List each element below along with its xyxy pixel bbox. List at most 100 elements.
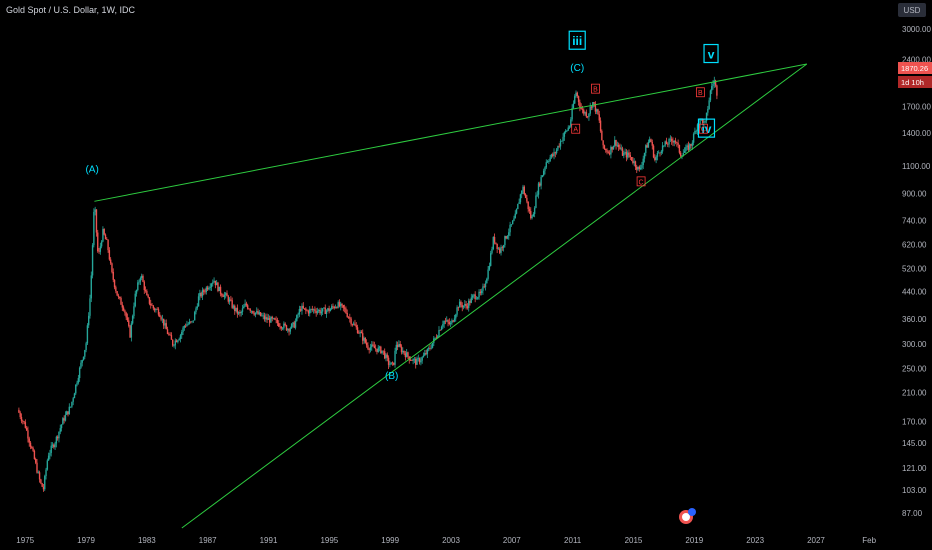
candle-body bbox=[407, 352, 409, 357]
candle-body bbox=[651, 142, 653, 146]
candle-body bbox=[487, 269, 489, 279]
candle-body bbox=[372, 344, 374, 346]
countdown-value: 1d 10h bbox=[901, 78, 924, 87]
candle-body bbox=[625, 152, 628, 158]
candle-body bbox=[164, 323, 166, 326]
candle-body bbox=[213, 280, 215, 283]
candle-body bbox=[168, 333, 170, 335]
candle-body bbox=[522, 186, 524, 191]
subwave-label: A bbox=[573, 127, 578, 134]
candle-body bbox=[356, 327, 359, 334]
candle-body bbox=[466, 306, 469, 308]
subwave-box bbox=[699, 123, 708, 134]
currency-badge[interactable] bbox=[898, 3, 926, 17]
candle-body bbox=[346, 313, 348, 317]
candle-body bbox=[456, 307, 458, 315]
subwave-box bbox=[636, 176, 646, 187]
candle-body bbox=[672, 140, 674, 143]
candle-body bbox=[714, 80, 717, 86]
candle-body bbox=[664, 141, 666, 146]
candle-body bbox=[610, 146, 612, 155]
candle-body bbox=[533, 207, 536, 214]
candle-body bbox=[135, 290, 138, 294]
candle-body bbox=[417, 358, 420, 359]
candle-body bbox=[716, 85, 718, 96]
candle-body bbox=[614, 140, 616, 146]
candle-body bbox=[142, 275, 144, 282]
candle-body bbox=[639, 167, 642, 170]
candle-body bbox=[240, 311, 242, 314]
candle-body bbox=[611, 146, 613, 150]
candle-body bbox=[191, 321, 193, 322]
candle-body bbox=[530, 211, 532, 219]
candle-body bbox=[172, 339, 174, 346]
candle-body bbox=[201, 290, 204, 297]
candle-body bbox=[638, 166, 641, 170]
candle-body bbox=[670, 138, 673, 141]
candle-body bbox=[226, 293, 228, 297]
candle-body bbox=[699, 119, 701, 125]
trendline[interactable] bbox=[181, 63, 808, 529]
candle-body bbox=[483, 286, 485, 288]
candle-body bbox=[133, 306, 135, 317]
candle-body bbox=[527, 201, 529, 210]
candle-body bbox=[122, 307, 125, 311]
candle-body bbox=[33, 450, 36, 460]
currency-label: USD bbox=[904, 6, 921, 15]
price-tags: 1870.26 1d 10h bbox=[898, 62, 932, 88]
candle-body bbox=[499, 248, 501, 253]
candle-body bbox=[328, 308, 330, 312]
candle-body bbox=[36, 462, 38, 473]
candle-body bbox=[708, 100, 710, 110]
candle-body bbox=[63, 418, 65, 421]
wave-box bbox=[703, 43, 719, 64]
candle-body bbox=[155, 309, 157, 311]
candle-body bbox=[97, 232, 99, 252]
candle-body bbox=[124, 310, 126, 313]
y-tick-label: 620.00 bbox=[902, 240, 927, 249]
trendline[interactable] bbox=[94, 63, 807, 202]
candle-body bbox=[347, 316, 350, 318]
candle-body bbox=[425, 353, 427, 355]
candle-body bbox=[345, 308, 347, 314]
candle-body bbox=[34, 459, 37, 463]
news-flag-icon[interactable] bbox=[679, 508, 696, 524]
candle-body bbox=[495, 242, 497, 244]
candle-body bbox=[102, 228, 104, 242]
trendlines[interactable] bbox=[94, 63, 808, 529]
candle-body bbox=[112, 271, 114, 280]
candle-body bbox=[278, 323, 280, 327]
candle-body bbox=[559, 141, 562, 147]
candle-body bbox=[468, 300, 470, 308]
candle-body bbox=[272, 318, 275, 319]
candle-body bbox=[140, 275, 143, 278]
time-axis[interactable]: 1975 1979 1983 1987 1991 1995 1999 2003 2007 2011… bbox=[16, 536, 876, 545]
candle-body bbox=[31, 446, 33, 449]
candle-body bbox=[515, 209, 518, 214]
candle-body bbox=[488, 265, 491, 270]
candle-body bbox=[398, 343, 400, 347]
candle-body bbox=[667, 144, 669, 145]
candle-body bbox=[250, 310, 253, 312]
candle-body bbox=[497, 248, 500, 250]
candle-body bbox=[93, 211, 95, 246]
candle-body bbox=[139, 277, 142, 282]
candle-body bbox=[241, 308, 244, 312]
candle-body bbox=[170, 335, 173, 340]
candle-body bbox=[270, 316, 272, 323]
candle-body bbox=[287, 329, 289, 331]
candle-body bbox=[541, 175, 544, 178]
candle-body bbox=[627, 152, 629, 158]
candle-body bbox=[692, 134, 695, 143]
candle-body bbox=[553, 152, 555, 156]
x-tick-label: 2007 bbox=[503, 536, 521, 545]
y-tick-label: 145.00 bbox=[902, 439, 927, 448]
candle-body bbox=[694, 131, 696, 135]
candle-body bbox=[27, 430, 29, 439]
candle-body bbox=[367, 345, 369, 349]
candle-body bbox=[421, 357, 423, 361]
candle-body bbox=[95, 209, 98, 233]
candle-body bbox=[29, 442, 32, 447]
candle-body bbox=[193, 312, 196, 321]
